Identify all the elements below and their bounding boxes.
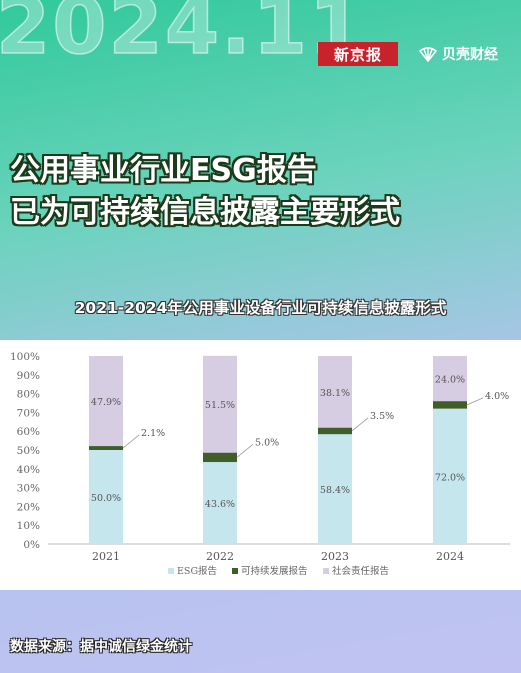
leader-line xyxy=(122,434,140,449)
beike-logo-text: 贝壳财经 xyxy=(442,47,498,63)
data-label: 3.5% xyxy=(370,411,394,422)
legend-swatch-2 xyxy=(232,568,238,574)
headline-line2: 已为可持续信息披露主要形式 xyxy=(10,195,400,230)
data-label: 4.0% xyxy=(485,391,509,402)
leader-line xyxy=(351,417,369,432)
leader-line xyxy=(236,444,254,458)
data-label: 72.0% xyxy=(435,472,465,483)
data-label: 2.1% xyxy=(141,428,165,439)
y-tick-label: 0% xyxy=(23,539,40,551)
bar-segment-1 xyxy=(89,450,123,544)
headline: 公用事业行业ESG报告 已为可持续信息披露主要形式 xyxy=(10,150,515,234)
y-tick-label: 70% xyxy=(17,407,40,419)
data-label: 51.5% xyxy=(205,400,235,411)
leader-line xyxy=(466,397,484,406)
data-label: 50.0% xyxy=(91,493,121,504)
stacked-bar-chart: 0% 10% 20% 30% 40% 50% 60% 70% 80% 90% 100% 50.0% 2.… xyxy=(10,351,510,577)
beike-logo: 贝壳财经 xyxy=(418,42,498,66)
bar-segment-1 xyxy=(318,434,352,544)
y-tick-label: 100% xyxy=(10,351,40,363)
bar-segment-3 xyxy=(318,356,352,428)
y-tick-label: 50% xyxy=(17,445,40,457)
chart-panel: 0% 10% 20% 30% 40% 50% 60% 70% 80% 90% 100% 50.0% 2.… xyxy=(0,340,521,590)
bar-segment-3 xyxy=(89,356,123,447)
headline-line1: 公用事业行业ESG报告 xyxy=(10,153,317,188)
bar-segment-2 xyxy=(203,452,237,463)
bar-segment-2 xyxy=(318,427,352,435)
bar-segment-2 xyxy=(433,401,467,409)
xinjingbao-logo: 新京报 xyxy=(318,42,398,66)
y-tick-label: 10% xyxy=(17,520,40,532)
data-label: 38.1% xyxy=(320,388,350,399)
legend-label: 可持续发展报告 xyxy=(241,565,308,577)
y-tick-label: 60% xyxy=(17,426,40,438)
legend-label: 社会责任报告 xyxy=(332,565,389,577)
y-tick-label: 20% xyxy=(17,501,40,513)
legend-swatch-3 xyxy=(323,568,329,574)
legend-swatch-1 xyxy=(168,568,174,574)
data-label: 5.0% xyxy=(255,437,279,448)
shell-icon xyxy=(418,47,438,63)
data-label: 43.6% xyxy=(205,499,235,510)
bar-segment-3 xyxy=(433,356,467,402)
y-tick-label: 40% xyxy=(17,464,40,476)
y-tick-label: 80% xyxy=(17,389,40,401)
x-tick-label: 2021 xyxy=(92,550,120,563)
data-label: 24.0% xyxy=(435,375,465,386)
y-tick-label: 30% xyxy=(17,483,40,495)
data-source: 数据来源：据中诚信绿金统计 xyxy=(10,639,192,655)
bar-segment-1 xyxy=(433,408,467,544)
x-tick-label: 2022 xyxy=(206,550,234,563)
bar-segment-3 xyxy=(203,355,237,453)
data-label: 58.4% xyxy=(320,485,350,496)
bar-segment-1 xyxy=(203,462,237,544)
x-tick-label: 2023 xyxy=(321,550,349,563)
x-tick-label: 2024 xyxy=(436,550,464,563)
bar-segment-2 xyxy=(89,446,123,450)
year-watermark: 2024.11 xyxy=(0,0,366,72)
chart-title: 2021-2024年公用事业设备行业可持续信息披露形式 xyxy=(74,299,447,317)
legend-label: ESG报告 xyxy=(177,565,217,577)
y-tick-label: 90% xyxy=(17,370,40,382)
data-label: 47.9% xyxy=(91,397,121,408)
